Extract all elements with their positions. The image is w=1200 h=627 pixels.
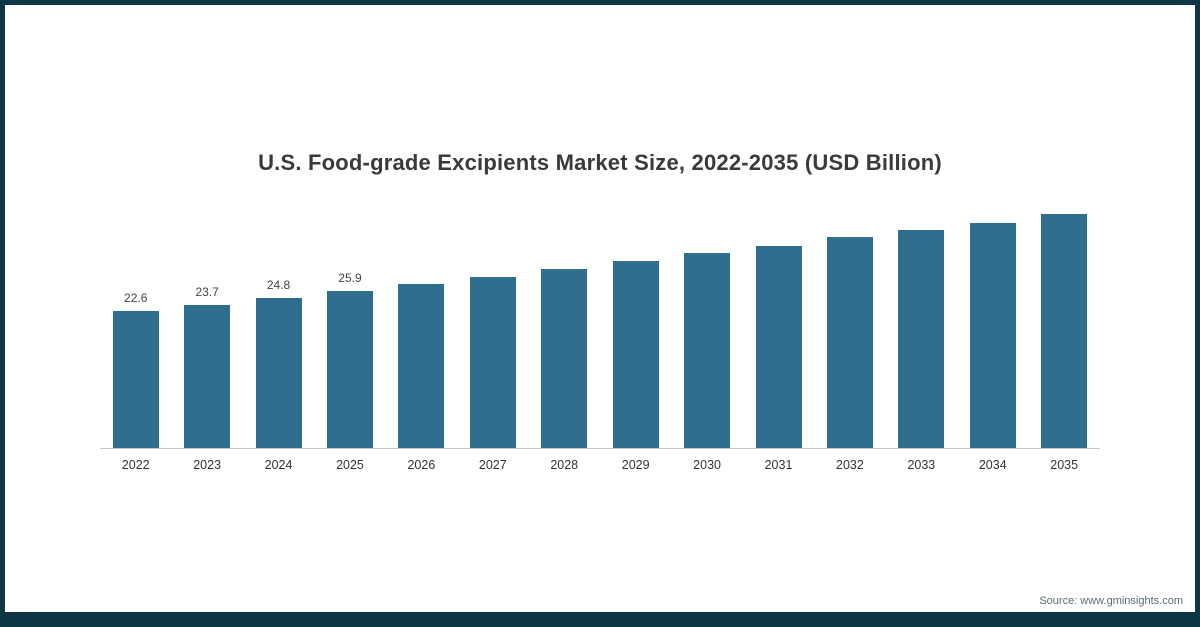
bar-2024 (255, 298, 302, 448)
bar-2022 (112, 311, 159, 448)
bar-slot-2034 (957, 206, 1028, 448)
bar-2029 (612, 261, 659, 448)
bar-value-label: 24.8 (266, 278, 291, 292)
bar-2025 (326, 291, 373, 448)
bar-slot-2024: 24.8 (243, 206, 314, 448)
bar-2027 (469, 277, 516, 448)
bar-2034 (969, 223, 1016, 448)
bar-slot-2025: 25.9 (314, 206, 385, 448)
bar-2033 (898, 230, 945, 448)
bar-value-label: 25.9 (338, 271, 362, 285)
x-axis-label-2034: 2034 (978, 458, 1007, 472)
x-axis-label-2035: 2035 (1050, 458, 1079, 472)
bottom-accent-bar (5, 612, 1195, 622)
bar-slot-2027 (457, 206, 528, 448)
bar-2035 (1041, 214, 1088, 448)
bar-slot-2022: 22.6 (100, 206, 171, 448)
bar-slot-2030 (671, 206, 742, 448)
bar-slot-2033 (886, 206, 957, 448)
plot-area: 22.6 23.7 24.8 25.9 (100, 206, 1100, 449)
bar-slot-2032 (814, 206, 885, 448)
x-axis-label-2031: 2031 (764, 458, 793, 472)
bar-value-label: 23.7 (195, 285, 219, 299)
x-axis-label-2024: 2024 (264, 458, 293, 472)
bar-2026 (398, 284, 445, 448)
x-axis-label-2027: 2027 (478, 458, 507, 472)
x-axis-labels: 2022 2023 2024 2025 2026 2027 2028 2029 2030 2031… (100, 449, 1100, 472)
source-credit: Source: www.gminsights.com (1039, 595, 1183, 607)
bar-2028 (541, 269, 588, 448)
x-axis-label-2032: 2032 (836, 458, 864, 472)
x-axis-label-2026: 2026 (407, 458, 436, 472)
bar-slot-2031 (743, 206, 814, 448)
bar-slot-2026 (386, 206, 457, 448)
bar-slot-2035 (1028, 206, 1099, 448)
bar-slot-2023: 23.7 (171, 206, 242, 448)
bar-2023 (184, 305, 231, 448)
x-axis-label-2030: 2030 (693, 458, 721, 472)
x-axis-label-2022: 2022 (121, 458, 150, 472)
x-axis-label-2033: 2033 (907, 458, 936, 472)
bar-value-label: 22.6 (124, 291, 148, 305)
chart-title: U.S. Food-grade Excipients Market Size, … (258, 150, 942, 175)
x-axis-label-2029: 2029 (621, 458, 650, 472)
bar-slot-2029 (600, 206, 671, 448)
x-axis-label-2023: 2023 (193, 458, 222, 472)
bar-2032 (826, 237, 873, 448)
bar-2031 (755, 246, 802, 448)
x-axis-label-2025: 2025 (336, 458, 364, 472)
bar-2030 (684, 253, 731, 448)
bar-slot-2028 (529, 206, 600, 448)
bar-chart: 22.6 23.7 24.8 25.9 2022 2023 2024 2025 2026 202… (100, 206, 1100, 472)
x-axis-label-2028: 2028 (550, 458, 579, 472)
